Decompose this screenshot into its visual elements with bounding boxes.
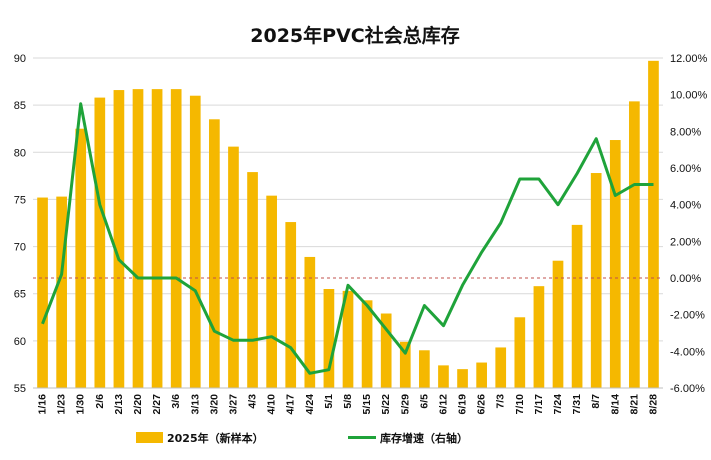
- right-tick-label: 12.00%: [670, 53, 708, 65]
- left-tick-label: 65: [14, 289, 26, 301]
- x-tick-label: 6/5: [418, 394, 430, 409]
- bar-5-1: [323, 289, 335, 388]
- x-tick-label: 4/24: [304, 394, 316, 415]
- x-tick-label: 6/26: [476, 394, 488, 415]
- x-tick-label: 2/6: [94, 394, 106, 409]
- bar-series: [37, 60, 659, 389]
- x-tick-label: 7/24: [552, 394, 564, 415]
- x-tick-label: 3/20: [208, 394, 220, 415]
- legend: 2025年（新样本） 库存增速（右轴）: [136, 431, 468, 445]
- x-tick-label: 6/19: [457, 394, 469, 415]
- right-tick-label: 10.00%: [670, 90, 708, 102]
- bar-4-17: [285, 222, 297, 388]
- x-tick-label: 5/15: [361, 394, 373, 415]
- bar-8-21: [629, 101, 640, 388]
- x-tick-label: 4/3: [247, 394, 259, 409]
- line-series: [41, 102, 654, 375]
- bar-3-20: [209, 119, 220, 389]
- bar-6-19: [457, 369, 468, 388]
- bar-6-12: [438, 365, 449, 388]
- left-tick-label: 85: [14, 100, 26, 112]
- x-tick-label: 7/31: [571, 394, 583, 415]
- x-axis-ticks: 1/16 1/23 1/30 2/6 2/13 2/20 2/27 3/6 3/13 3/20 3/…: [37, 394, 660, 415]
- left-tick-label: 55: [14, 383, 26, 395]
- bar-1-30: [75, 128, 87, 388]
- x-tick-label: 3/6: [170, 394, 182, 409]
- right-axis-ticks: -6.00% -4.00% -2.00% 0.00% 2.00% 4.00% 6.00% 8.…: [670, 53, 708, 395]
- x-tick-label: 1/23: [56, 394, 68, 415]
- bar-4-3: [247, 172, 258, 388]
- bar-1-23: [56, 196, 67, 388]
- bar-5-22: [380, 313, 392, 388]
- chart-title: 2025年PVC社会总库存: [250, 24, 459, 47]
- x-tick-label: 1/30: [75, 394, 87, 415]
- legend-swatch-bar: [136, 432, 163, 443]
- bar-3-27: [228, 146, 239, 388]
- x-tick-label: 7/17: [533, 394, 545, 415]
- bar-6-5: [419, 350, 430, 388]
- x-tick-label: 1/16: [37, 394, 49, 415]
- bar-3-13: [189, 95, 201, 388]
- x-tick-label: 4/17: [285, 394, 297, 415]
- right-tick-label: -4.00%: [670, 346, 705, 358]
- bar-8-7: [590, 173, 602, 388]
- x-tick-label: 8/21: [628, 394, 640, 415]
- right-tick-label: 6.00%: [670, 163, 701, 175]
- left-axis-ticks: 55 60 65 70 75 80 85 90: [14, 53, 26, 395]
- bar-7-10: [514, 317, 526, 388]
- right-tick-label: 2.00%: [670, 236, 701, 248]
- bar-2-6: [94, 97, 106, 388]
- x-tick-label: 5/8: [342, 394, 354, 409]
- left-tick-label: 70: [14, 242, 26, 254]
- bar-2-13: [113, 90, 125, 389]
- x-tick-label: 4/10: [266, 394, 278, 415]
- x-tick-label: 3/27: [227, 394, 239, 415]
- right-tick-label: -6.00%: [670, 383, 705, 395]
- right-tick-label: -2.00%: [670, 310, 705, 322]
- bar-3-6: [170, 89, 182, 388]
- bar-8-28: [648, 60, 659, 388]
- bar-7-17: [533, 286, 545, 388]
- x-tick-label: 6/12: [437, 394, 449, 415]
- bar-4-10: [266, 195, 277, 388]
- bar-2-27: [151, 89, 163, 388]
- bar-5-8: [342, 290, 354, 388]
- right-tick-label: 8.00%: [670, 126, 701, 138]
- left-tick-label: 90: [14, 53, 26, 65]
- x-tick-label: 8/14: [609, 394, 621, 415]
- bar-7-31: [571, 224, 583, 388]
- left-tick-label: 80: [14, 147, 26, 159]
- bar-8-14: [609, 140, 621, 388]
- x-tick-label: 5/29: [399, 394, 411, 415]
- x-tick-label: 2/20: [132, 394, 144, 415]
- bar-5-15: [361, 300, 373, 388]
- bar-7-3: [495, 347, 507, 388]
- bar-2-20: [132, 89, 144, 388]
- right-tick-label: 0.00%: [670, 273, 701, 285]
- x-tick-label: 7/10: [514, 394, 526, 415]
- bar-6-26: [476, 362, 487, 388]
- x-tick-label: 7/3: [495, 394, 507, 409]
- left-tick-label: 60: [14, 336, 26, 348]
- bar-7-24: [552, 260, 564, 388]
- x-tick-label: 8/28: [647, 394, 659, 415]
- x-tick-label: 5/22: [380, 394, 392, 415]
- bar-5-29: [399, 341, 411, 388]
- right-tick-label: 4.00%: [670, 200, 701, 212]
- x-tick-label: 2/13: [113, 394, 125, 415]
- bar-4-24: [304, 256, 316, 388]
- left-tick-label: 75: [14, 194, 26, 206]
- legend-label-bar: 2025年（新样本）: [167, 431, 264, 445]
- x-tick-label: 5/1: [323, 394, 335, 409]
- bar-1-16: [37, 197, 48, 388]
- legend-label-line: 库存增速（右轴）: [380, 431, 468, 445]
- x-tick-label: 3/13: [189, 394, 201, 415]
- x-tick-label: 2/27: [151, 394, 163, 415]
- x-tick-label: 8/7: [590, 394, 602, 409]
